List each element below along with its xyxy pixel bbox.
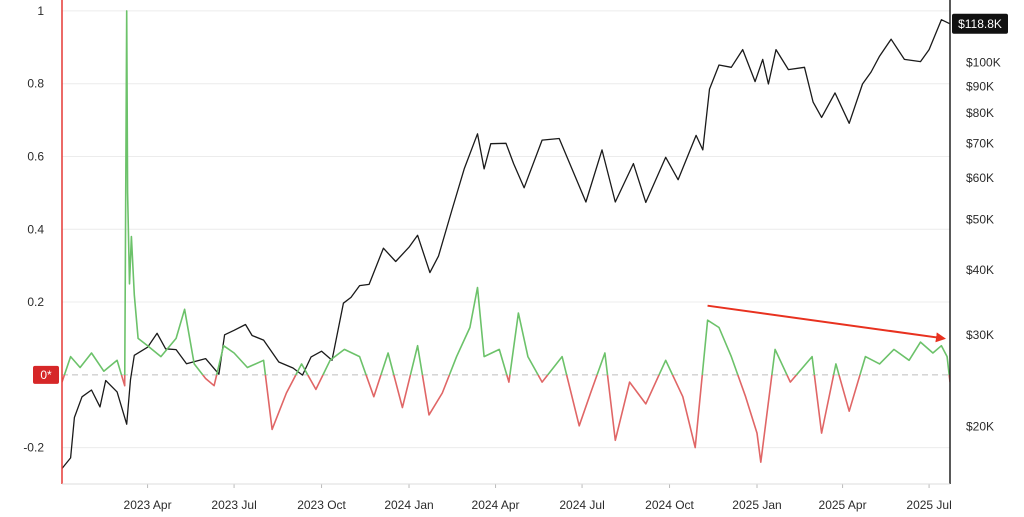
left-tick-label: 1 [37, 4, 44, 18]
x-tick-label: 2024 Jan [384, 498, 433, 512]
right-axis-ticks: $100K $90K $80K $70K $60K $50K $40K $30K $20K [966, 56, 1001, 434]
oscillator-line-positive [63, 10, 950, 375]
x-tick-label: 2023 Apr [124, 498, 172, 512]
left-axis-ticks: 1 0.8 0.6 0.4 0.2 -0.2 [23, 4, 44, 455]
left-tick-label: 0.2 [27, 295, 44, 309]
right-tick-label: $40K [966, 263, 994, 277]
right-tick-label: $50K [966, 212, 994, 226]
right-tick-label: $80K [966, 106, 994, 120]
right-tick-label: $90K [966, 80, 994, 94]
right-tick-label: $20K [966, 419, 994, 433]
x-tick-label: 2025 Jan [732, 498, 781, 512]
x-tick-label: 2024 Apr [472, 498, 520, 512]
annotation-layer [707, 304, 946, 343]
x-tick-label: 2023 Oct [297, 498, 346, 512]
oscillator-line-negative [62, 375, 950, 464]
left-tick-label: -0.2 [23, 441, 44, 455]
trend-arrow [707, 304, 946, 343]
x-tick-label: 2023 Jul [211, 498, 256, 512]
x-tick-label: 2024 Oct [645, 498, 694, 512]
last-price-badge: $118.8K [952, 13, 1008, 34]
last-price-label: $118.8K [958, 17, 1002, 31]
left-tick-label: 0.6 [27, 149, 44, 163]
right-tick-label: $60K [966, 171, 994, 185]
right-tick-label: $30K [966, 328, 994, 342]
zero-badge-label: 0* [40, 368, 52, 382]
right-tick-label: $100K [966, 56, 1001, 70]
series-layer [62, 10, 950, 469]
right-tick-label: $70K [966, 136, 994, 150]
x-tick-label: 2025 Apr [819, 498, 867, 512]
zero-badge: 0* [33, 365, 59, 384]
x-tick-label: 2025 Jul [906, 498, 951, 512]
left-tick-label: 0.8 [27, 77, 44, 91]
btc-price-line [62, 19, 950, 469]
grid [62, 10, 950, 449]
x-axis-ticks: 2023 Apr 2023 Jul 2023 Oct 2024 Jan 2024 Apr… [124, 484, 952, 512]
left-tick-label: 0.4 [27, 222, 44, 236]
x-tick-label: 2024 Jul [559, 498, 604, 512]
